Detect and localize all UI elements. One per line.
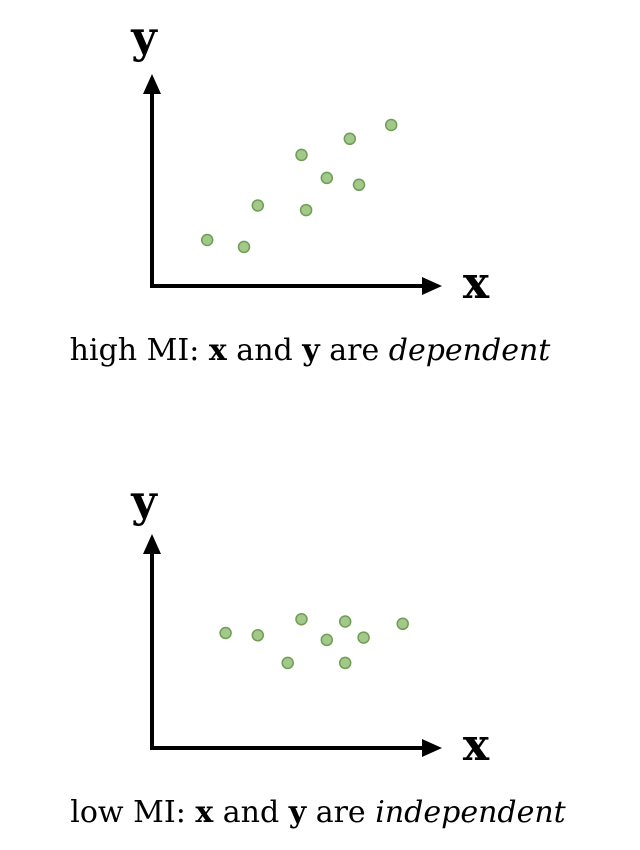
data-point-6 [320,171,334,185]
x-axis-label: x [463,258,490,309]
y-axis-label: y [130,12,158,63]
high-mi-panel: y x high MI: x and y are dependent [70,12,552,368]
data-point-1 [200,233,214,247]
scatter-points [200,118,398,254]
data-point-3 [251,199,265,212]
x-axis-arrowhead [422,739,442,757]
data-point-7 [343,132,357,146]
scatter-points [219,612,409,670]
low-mi-panel: y x low MI: x and y are independent [70,476,566,830]
x-axis-label: x [463,720,490,771]
data-point-5 [295,148,308,162]
caption-low-mi: low MI: x and y are independent [70,795,566,830]
data-point-9 [396,617,409,631]
data-point-1 [219,626,232,640]
data-point-4 [295,612,308,626]
y-axis-label: y [130,476,158,527]
y-axis-arrowhead [143,534,161,554]
data-point-2 [251,629,265,642]
caption-high-mi: high MI: x and y are dependent [70,333,552,368]
data-point-6 [338,615,352,628]
data-point-9 [384,118,398,132]
data-point-3 [281,656,294,670]
data-point-5 [320,633,334,647]
y-axis-arrowhead [143,74,161,94]
data-point-7 [338,656,352,670]
x-axis-arrowhead [422,277,442,295]
data-point-4 [299,203,313,217]
data-point-8 [352,178,366,192]
data-point-2 [237,240,251,254]
data-point-8 [357,631,370,644]
